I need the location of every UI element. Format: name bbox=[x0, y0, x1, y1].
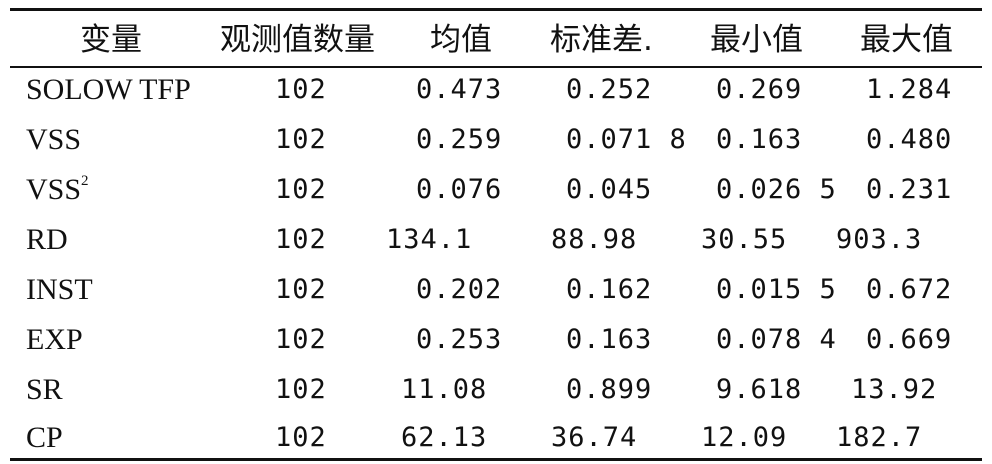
row-min: 30.55 bbox=[701, 224, 788, 255]
row-max: 13.92 bbox=[851, 374, 938, 405]
row-max: 182.7 bbox=[836, 422, 923, 453]
row-min: 0.026 5 bbox=[716, 174, 837, 205]
table-row: INST 102 0.202 0.162 0.015 5 0.672 bbox=[10, 265, 982, 315]
row-observations: 102 bbox=[275, 174, 327, 205]
row-variable: VSS bbox=[26, 123, 82, 156]
table-row: VSS 102 0.259 0.071 8 0.163 0.480 bbox=[10, 115, 982, 165]
row-max: 1.284 bbox=[866, 74, 953, 105]
header-variable: 变量 bbox=[80, 22, 142, 58]
row-std-dev: 36.74 bbox=[551, 422, 638, 453]
row-std-dev: 0.899 bbox=[566, 374, 653, 405]
row-mean: 0.253 bbox=[416, 324, 503, 355]
table-row: EXP 102 0.253 0.163 0.078 4 0.669 bbox=[10, 315, 982, 365]
row-observations: 102 bbox=[275, 374, 327, 405]
row-mean: 0.473 bbox=[416, 74, 503, 105]
row-observations: 102 bbox=[275, 224, 327, 255]
row-min: 0.163 bbox=[716, 124, 803, 155]
row-observations: 102 bbox=[275, 422, 327, 453]
row-min: 12.09 bbox=[701, 422, 788, 453]
row-min: 0.078 4 bbox=[716, 324, 837, 355]
header-max: 最大值 bbox=[860, 22, 953, 58]
row-observations: 102 bbox=[275, 324, 327, 355]
top-rule bbox=[10, 8, 982, 11]
row-variable: RD bbox=[26, 223, 68, 256]
table-row: SOLOW TFP 102 0.473 0.252 0.269 1.284 bbox=[10, 65, 982, 115]
bottom-rule bbox=[10, 458, 982, 461]
row-min: 9.618 bbox=[716, 374, 803, 405]
row-mean: 134.1 bbox=[386, 224, 473, 255]
row-variable: INST bbox=[26, 273, 93, 306]
row-observations: 102 bbox=[275, 124, 327, 155]
row-mean: 62.13 bbox=[401, 422, 488, 453]
row-variable: CP bbox=[26, 421, 63, 454]
row-observations: 102 bbox=[275, 274, 327, 305]
table-row: VSS2 102 0.076 0.045 0.026 5 0.231 bbox=[10, 165, 982, 215]
row-mean: 0.076 bbox=[416, 174, 503, 205]
header-mean: 均值 bbox=[430, 22, 492, 58]
row-variable: SR bbox=[26, 373, 63, 406]
row-std-dev: 0.071 8 bbox=[566, 124, 687, 155]
row-max: 0.480 bbox=[866, 124, 953, 155]
row-std-dev: 0.163 bbox=[566, 324, 653, 355]
table-row: CP 102 62.13 36.74 12.09 182.7 bbox=[10, 413, 982, 463]
row-variable: SOLOW TFP bbox=[26, 73, 191, 106]
header-std-dev: 标准差. bbox=[550, 22, 653, 58]
row-std-dev: 0.045 bbox=[566, 174, 653, 205]
statistics-table: 变量 观测值数量 均值 标准差. 最小值 最大值 SOLOW TFP 102 0… bbox=[10, 8, 982, 461]
row-mean: 0.202 bbox=[416, 274, 503, 305]
header-observations: 观测值数量 bbox=[220, 22, 375, 58]
header-rule bbox=[10, 66, 982, 68]
row-variable: EXP bbox=[26, 323, 83, 356]
row-max: 0.672 bbox=[866, 274, 953, 305]
row-min: 0.015 5 bbox=[716, 274, 837, 305]
row-std-dev: 88.98 bbox=[551, 224, 638, 255]
row-mean: 11.08 bbox=[401, 374, 488, 405]
row-max: 903.3 bbox=[836, 224, 923, 255]
row-observations: 102 bbox=[275, 74, 327, 105]
table-header-row: 变量 观测值数量 均值 标准差. 最小值 最大值 bbox=[10, 11, 982, 61]
row-std-dev: 0.252 bbox=[566, 74, 653, 105]
header-min: 最小值 bbox=[710, 22, 803, 58]
table-row: RD 102 134.1 88.98 30.55 903.3 bbox=[10, 215, 982, 265]
row-min: 0.269 bbox=[716, 74, 803, 105]
row-variable: VSS2 bbox=[26, 173, 89, 206]
table-row: SR 102 11.08 0.899 9.618 13.92 bbox=[10, 365, 982, 415]
row-std-dev: 0.162 bbox=[566, 274, 653, 305]
row-max: 0.231 bbox=[866, 174, 953, 205]
row-max: 0.669 bbox=[866, 324, 953, 355]
row-mean: 0.259 bbox=[416, 124, 503, 155]
